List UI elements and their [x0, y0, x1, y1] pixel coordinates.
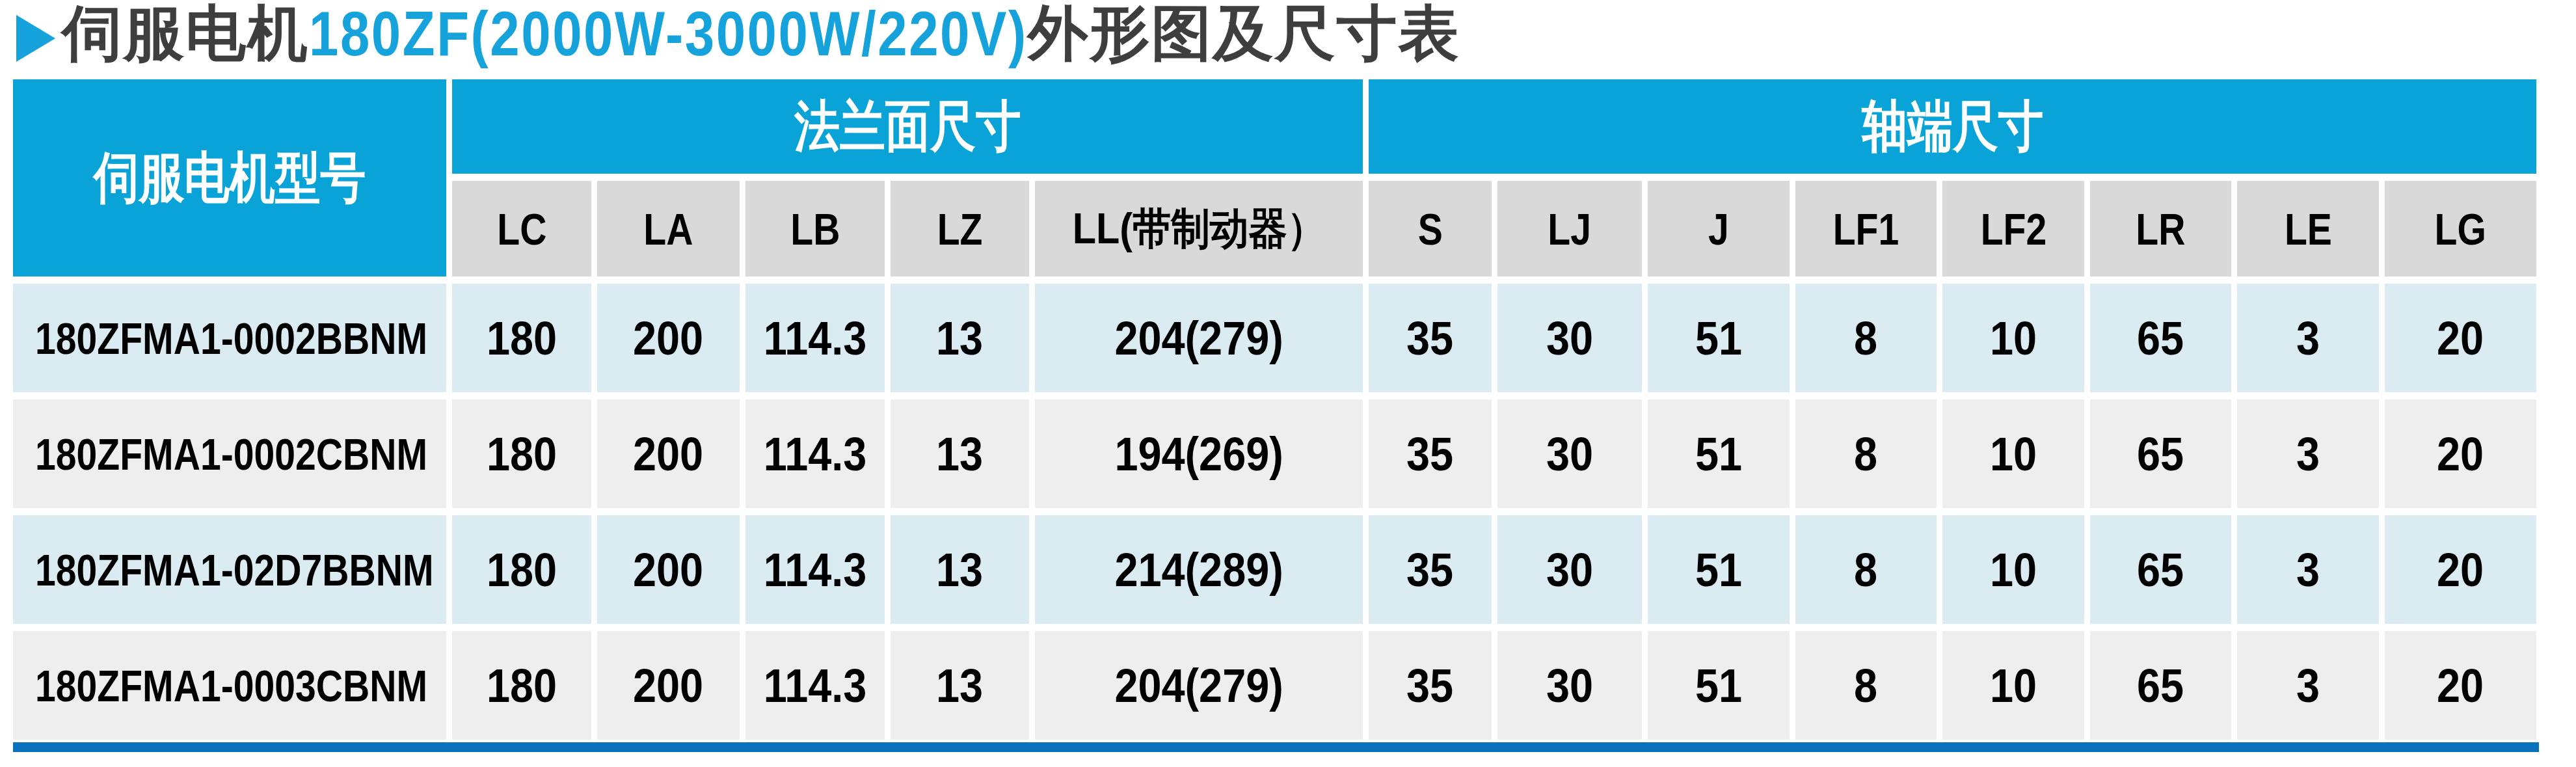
model-cell: 180ZFMA1-0002CBNM: [13, 399, 446, 508]
value-cell: 114.3: [745, 399, 885, 508]
column-header-LB: LB: [745, 181, 885, 276]
bottom-accent-bar: [13, 742, 2539, 752]
value-cell: 180: [452, 399, 591, 508]
column-header-LR: LR: [2090, 181, 2231, 276]
value-cell: 8: [1795, 399, 1937, 508]
value-cell: 180: [452, 515, 591, 624]
value-cell: 65: [2090, 631, 2231, 740]
value-cell: 20: [2385, 631, 2536, 740]
value-cell: 65: [2090, 399, 2231, 508]
value-cell: 30: [1497, 631, 1642, 740]
value-cell: 30: [1497, 515, 1642, 624]
value-cell: 20: [2385, 284, 2536, 392]
column-header-LF2: LF2: [1942, 181, 2084, 276]
value-cell: 13: [891, 515, 1029, 624]
value-cell: 65: [2090, 284, 2231, 392]
value-cell: 204(279): [1035, 284, 1363, 392]
value-cell: 30: [1497, 284, 1642, 392]
column-header-LZ: LZ: [891, 181, 1029, 276]
column-header-LE: LE: [2237, 181, 2379, 276]
value-cell: 3: [2237, 631, 2379, 740]
value-cell: 180: [452, 631, 591, 740]
title-arrow-icon: [16, 15, 55, 62]
value-cell: 200: [597, 631, 740, 740]
value-cell: 200: [597, 399, 740, 508]
value-cell: 51: [1648, 284, 1790, 392]
value-cell: 8: [1795, 515, 1937, 624]
column-header-LG: LG: [2385, 181, 2536, 276]
value-cell: 35: [1369, 631, 1492, 740]
value-cell: 13: [891, 284, 1029, 392]
value-cell: 35: [1369, 284, 1492, 392]
value-cell: 3: [2237, 284, 2379, 392]
model-column-header: 伺服电机型号: [13, 79, 446, 276]
dimension-table: 伺服电机型号法兰面尺寸轴端尺寸 LCLALBLZLL(带制动器）SLJJLF1LF…: [13, 79, 2536, 740]
value-cell: 114.3: [745, 515, 885, 624]
value-cell: 13: [891, 399, 1029, 508]
column-header-LA: LA: [597, 181, 740, 276]
column-header-J: J: [1648, 181, 1790, 276]
value-cell: 35: [1369, 399, 1492, 508]
value-cell: 10: [1942, 515, 2084, 624]
value-cell: 3: [2237, 399, 2379, 508]
value-cell: 30: [1497, 399, 1642, 508]
value-cell: 51: [1648, 515, 1790, 624]
value-cell: 3: [2237, 515, 2379, 624]
value-cell: 200: [597, 284, 740, 392]
value-cell: 20: [2385, 515, 2536, 624]
value-cell: 35: [1369, 515, 1492, 624]
value-cell: 194(269): [1035, 399, 1363, 508]
page-title: 伺服电机 180ZF(2000W-3000W/220V) 外形图及尺寸表: [16, 1, 1460, 66]
column-header-S: S: [1369, 181, 1492, 276]
value-cell: 10: [1942, 399, 2084, 508]
title-suffix: 外形图及尺寸表: [1027, 0, 1460, 75]
value-cell: 180: [452, 284, 591, 392]
value-cell: 214(289): [1035, 515, 1363, 624]
column-header-LL(带制动器）: LL(带制动器）: [1035, 181, 1363, 276]
value-cell: 8: [1795, 631, 1937, 740]
title-highlight: 180ZF(2000W-3000W/220V): [309, 0, 1028, 70]
value-cell: 114.3: [745, 284, 885, 392]
value-cell: 51: [1648, 631, 1790, 740]
model-cell: 180ZFMA1-02D7BBNM: [13, 515, 446, 624]
column-header-LJ: LJ: [1497, 181, 1642, 276]
value-cell: 200: [597, 515, 740, 624]
value-cell: 13: [891, 631, 1029, 740]
value-cell: 204(279): [1035, 631, 1363, 740]
value-cell: 65: [2090, 515, 2231, 624]
value-cell: 10: [1942, 631, 2084, 740]
value-cell: 51: [1648, 399, 1790, 508]
value-cell: 8: [1795, 284, 1937, 392]
column-header-LC: LC: [452, 181, 591, 276]
flange-group-header: 法兰面尺寸: [452, 79, 1363, 174]
value-cell: 20: [2385, 399, 2536, 508]
column-header-LF1: LF1: [1795, 181, 1937, 276]
model-cell: 180ZFMA1-0002BBNM: [13, 284, 446, 392]
shaft-group-header: 轴端尺寸: [1369, 79, 2536, 174]
title-prefix: 伺服电机: [62, 0, 309, 75]
model-cell: 180ZFMA1-0003CBNM: [13, 631, 446, 740]
value-cell: 114.3: [745, 631, 885, 740]
value-cell: 10: [1942, 284, 2084, 392]
